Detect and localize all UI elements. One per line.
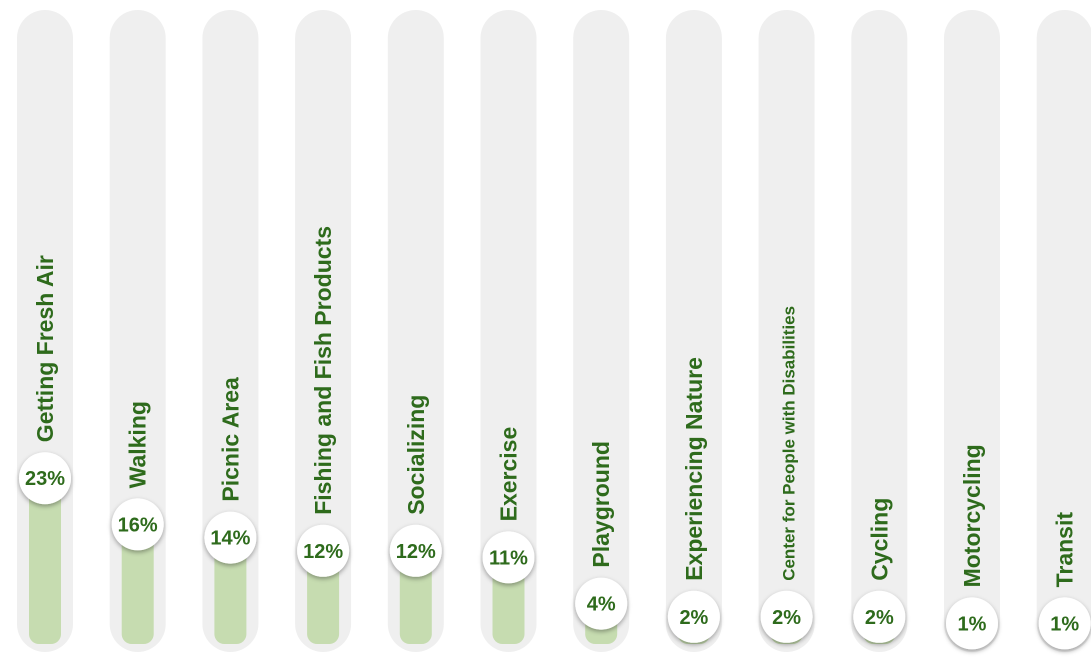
category-label: Getting Fresh Air <box>32 255 58 442</box>
value-badge <box>946 597 998 650</box>
value-badge <box>575 577 628 630</box>
track <box>573 10 630 652</box>
value-badge <box>389 524 442 577</box>
track <box>202 10 259 652</box>
value-badge <box>297 524 350 577</box>
category-label: Transit <box>1052 512 1078 588</box>
category-label: Exercise <box>496 427 522 522</box>
value-badge <box>111 498 164 551</box>
value-badge <box>853 590 906 643</box>
category-label: Cycling <box>866 498 892 581</box>
track <box>387 10 444 652</box>
category-label: Socializing <box>403 395 429 515</box>
track <box>1036 10 1091 652</box>
category-label: Experiencing Nature <box>681 357 707 581</box>
value-label: 1% <box>1050 613 1079 635</box>
category-label: Picnic Area <box>217 377 243 502</box>
category-label: Fishing and Fish Products <box>310 226 336 515</box>
track <box>851 10 908 652</box>
value-label: 2% <box>865 607 894 629</box>
bar <box>121 524 154 644</box>
track <box>665 10 722 652</box>
track <box>480 10 537 652</box>
value-label: 1% <box>958 613 987 635</box>
category-label: Playground <box>588 441 614 568</box>
track <box>758 10 815 652</box>
value-label: 4% <box>587 594 616 616</box>
bar <box>214 537 247 644</box>
value-label: 23% <box>25 468 65 490</box>
value-label: 12% <box>303 541 343 563</box>
track <box>944 10 1000 652</box>
value-label: 11% <box>489 547 528 569</box>
value-badge <box>204 511 257 564</box>
category-label: Motorcycling <box>959 444 985 587</box>
value-label: 16% <box>118 514 158 536</box>
value-label: 12% <box>396 541 436 563</box>
category-label: Center for People with Disabilities <box>780 306 799 581</box>
value-label: 14% <box>210 528 250 550</box>
value-badge <box>482 531 535 584</box>
bar <box>29 478 61 644</box>
value-label: 2% <box>679 607 708 629</box>
value-label: 2% <box>772 607 801 629</box>
value-badge <box>760 590 813 643</box>
value-badge <box>667 590 720 643</box>
value-badge <box>1038 597 1091 650</box>
track <box>295 10 352 652</box>
value-badge <box>19 452 71 505</box>
track <box>109 10 166 652</box>
category-label: Walking <box>125 401 151 488</box>
